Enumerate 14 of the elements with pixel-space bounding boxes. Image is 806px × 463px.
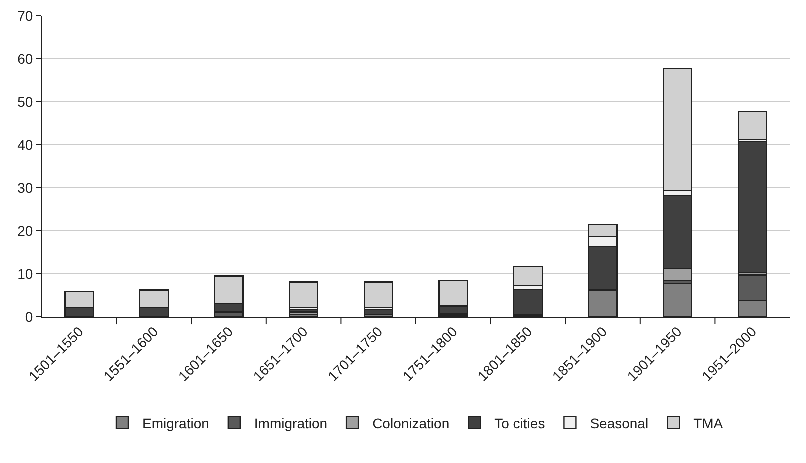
y-tick-label: 10	[18, 266, 34, 282]
y-tick-label: 70	[18, 8, 34, 24]
legend-label: Immigration	[254, 415, 328, 432]
legend-label: Colonization	[372, 415, 450, 432]
y-tick-label: 30	[18, 180, 34, 196]
y-tick-label: 0	[25, 308, 34, 325]
y-tick-label: 40	[18, 136, 34, 153]
y-tick-label: 50	[18, 94, 34, 110]
legend-label: To cities	[494, 415, 546, 432]
legend-label: Seasonal	[590, 415, 649, 432]
y-tick-label: 20	[18, 222, 34, 239]
legend-label: Emigration	[142, 415, 210, 432]
legend-label: TMA	[694, 415, 724, 432]
y-tick-label: 60	[18, 50, 34, 67]
